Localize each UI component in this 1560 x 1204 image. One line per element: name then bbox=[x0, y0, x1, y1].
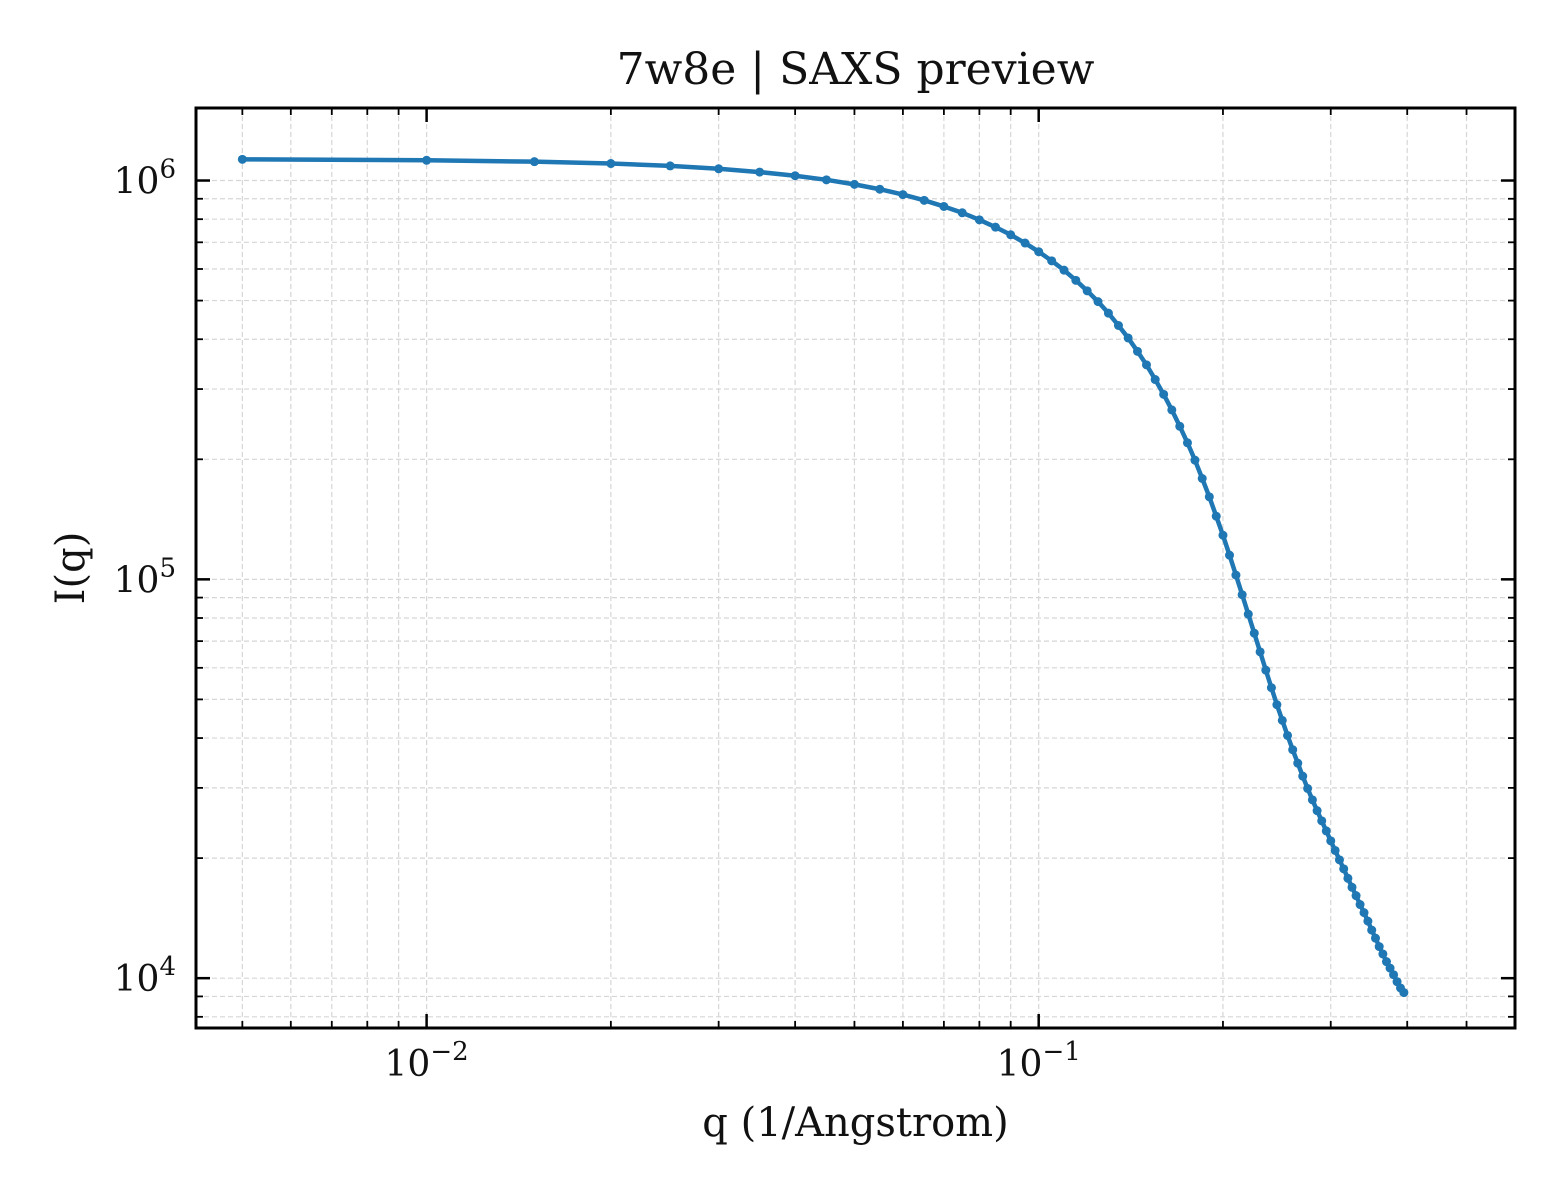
y-tick-label: 106 bbox=[114, 155, 176, 203]
data-point bbox=[1204, 492, 1214, 502]
data-point bbox=[1082, 286, 1092, 296]
data-point bbox=[1339, 864, 1349, 874]
data-point bbox=[422, 155, 432, 165]
axis-ticks bbox=[196, 108, 1515, 1028]
data-point bbox=[1103, 308, 1113, 318]
data-point bbox=[1374, 942, 1384, 952]
data-point bbox=[1378, 949, 1388, 959]
data-point bbox=[1020, 238, 1030, 248]
chart-title: 7w8e | SAXS preview bbox=[617, 44, 1095, 95]
data-point bbox=[1347, 882, 1357, 892]
data-point bbox=[1288, 745, 1298, 755]
data-point bbox=[1150, 375, 1160, 385]
data-point bbox=[1071, 275, 1081, 285]
data-point bbox=[1141, 360, 1151, 370]
data-point bbox=[1034, 247, 1044, 257]
axis-tick-labels: 10−2 10−1 106 105 104 bbox=[114, 155, 1081, 1085]
data-point bbox=[1190, 455, 1200, 465]
data-point bbox=[875, 184, 885, 194]
data-point bbox=[790, 171, 800, 181]
data-point bbox=[821, 175, 831, 185]
data-point bbox=[1006, 230, 1016, 240]
data-point bbox=[1255, 647, 1265, 657]
data-point bbox=[1211, 511, 1221, 521]
plot-frame bbox=[194, 106, 1517, 1030]
data-point bbox=[991, 222, 1000, 232]
data-point bbox=[1159, 389, 1169, 399]
data-point bbox=[1277, 715, 1287, 725]
y-axis-label: I(q) bbox=[48, 532, 94, 605]
data-point bbox=[1059, 265, 1069, 275]
data-point bbox=[957, 208, 967, 218]
data-point bbox=[1237, 590, 1247, 600]
data-point bbox=[529, 157, 539, 167]
data-point bbox=[1243, 609, 1253, 619]
data-point bbox=[1047, 256, 1057, 266]
x-tick-label: 10−2 bbox=[385, 1037, 469, 1085]
data-point bbox=[755, 167, 765, 177]
data-point bbox=[1225, 550, 1235, 560]
y-tick-label: 104 bbox=[114, 952, 176, 1000]
series-layer bbox=[237, 154, 1409, 998]
data-point bbox=[1293, 758, 1303, 768]
data-point bbox=[1272, 700, 1282, 710]
data-point bbox=[1334, 855, 1344, 865]
data-point bbox=[1167, 405, 1177, 415]
data-point bbox=[1355, 900, 1365, 910]
data-point bbox=[1231, 570, 1241, 580]
data-point bbox=[1317, 816, 1327, 826]
data-point bbox=[1312, 806, 1322, 816]
data-point bbox=[1249, 628, 1259, 638]
data-point bbox=[1298, 771, 1308, 781]
data-point bbox=[1307, 795, 1317, 805]
data-point bbox=[1326, 836, 1336, 846]
data-point bbox=[1093, 297, 1103, 307]
data-point bbox=[1385, 963, 1395, 973]
grid bbox=[196, 108, 1515, 1028]
data-point bbox=[1123, 333, 1133, 343]
data-point bbox=[1367, 925, 1377, 935]
x-tick-label: 10−1 bbox=[997, 1037, 1081, 1085]
data-point bbox=[606, 159, 616, 169]
data-point bbox=[939, 201, 949, 211]
data-point bbox=[919, 195, 929, 205]
data-point bbox=[974, 215, 984, 225]
data-point bbox=[1359, 908, 1369, 918]
data-point bbox=[1303, 783, 1313, 793]
data-point bbox=[1399, 988, 1409, 998]
data-point bbox=[1351, 891, 1361, 901]
data-point bbox=[1343, 873, 1353, 883]
data-point bbox=[1218, 530, 1228, 540]
data-point bbox=[1363, 916, 1373, 926]
data-point bbox=[1197, 474, 1207, 483]
series-line bbox=[240, 157, 1407, 995]
data-point bbox=[849, 179, 859, 189]
data-point bbox=[665, 161, 675, 171]
x-axis-label: q (1/Angstrom) bbox=[702, 1100, 1008, 1146]
data-point bbox=[1321, 826, 1331, 836]
data-point bbox=[1132, 346, 1142, 356]
data-point bbox=[1182, 438, 1192, 448]
data-point bbox=[1113, 321, 1123, 330]
data-point bbox=[1389, 970, 1399, 980]
data-point bbox=[1266, 683, 1276, 693]
data-point bbox=[1261, 665, 1271, 675]
data-point bbox=[1370, 933, 1380, 943]
data-point bbox=[714, 164, 724, 174]
y-tick-label: 105 bbox=[114, 553, 176, 601]
data-point bbox=[1283, 730, 1293, 740]
data-point bbox=[237, 154, 247, 164]
data-point bbox=[898, 190, 908, 200]
data-point bbox=[1330, 845, 1340, 855]
data-point bbox=[1175, 421, 1185, 431]
